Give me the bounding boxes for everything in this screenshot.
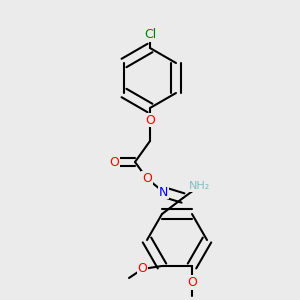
Text: O: O [145,113,155,127]
Text: Cl: Cl [144,28,156,41]
Text: O: O [138,262,147,275]
Text: O: O [142,172,152,185]
Text: O: O [187,276,197,289]
Text: O: O [109,155,119,169]
Text: NH₂: NH₂ [189,181,210,191]
Text: N: N [159,185,168,199]
